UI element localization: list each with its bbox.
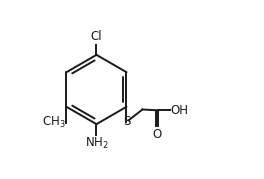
Text: Cl: Cl — [91, 30, 102, 43]
Text: S: S — [123, 115, 130, 128]
Text: CH$_3$: CH$_3$ — [42, 115, 65, 130]
Text: NH$_2$: NH$_2$ — [84, 136, 109, 151]
Text: OH: OH — [171, 104, 189, 117]
Text: O: O — [153, 128, 162, 141]
